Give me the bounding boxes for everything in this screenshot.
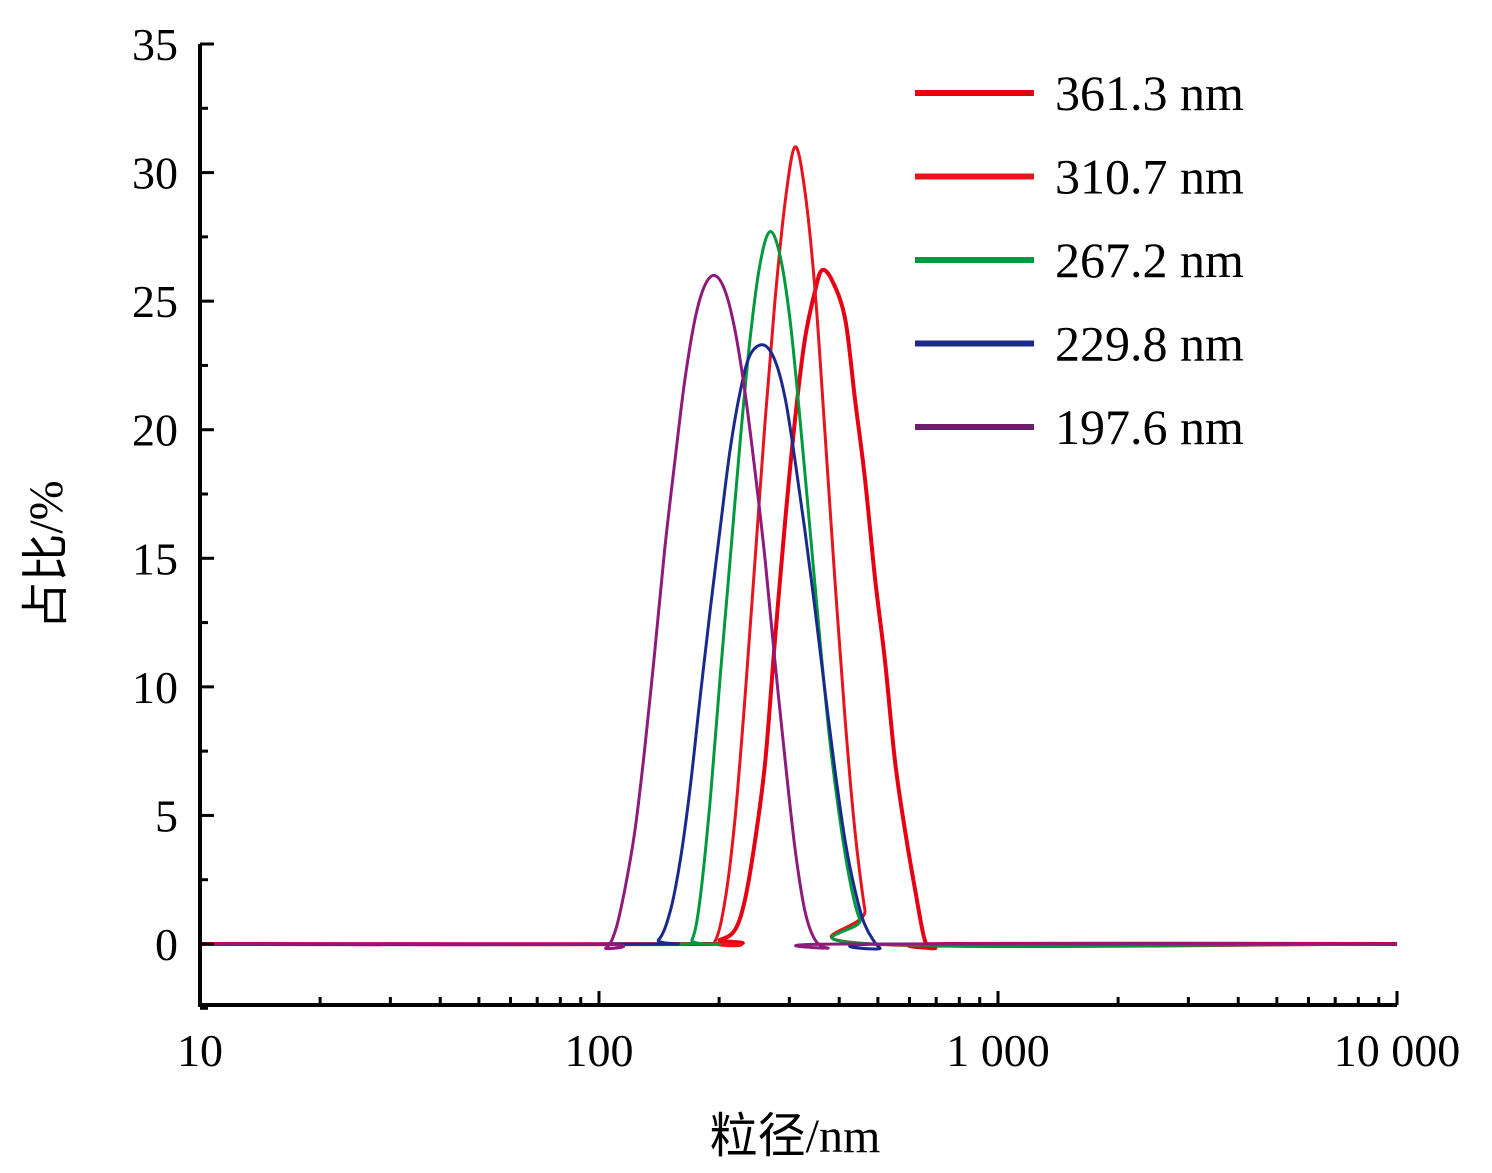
series-line-2 <box>199 230 1398 948</box>
legend: 361.3 nm 310.7 nm 267.2 nm 229.8 nm 197.6 nm <box>915 65 1244 455</box>
legend-label: 229.8 nm <box>1055 316 1244 372</box>
legend-label: 197.6 nm <box>1055 399 1244 455</box>
x-tick-label: 10 000 <box>1334 1025 1461 1076</box>
axes: 0 5 10 15 20 25 30 35 10 100 1 000 10 000 <box>132 19 1460 1076</box>
plot-curves <box>199 145 1398 951</box>
y-tick-label: 35 <box>132 19 178 70</box>
y-tick-label: 30 <box>132 148 178 199</box>
y-tick-label: 15 <box>132 533 178 584</box>
y-tick-label: 10 <box>132 662 178 713</box>
legend-label: 310.7 nm <box>1055 149 1244 205</box>
x-tick-label: 100 <box>565 1025 634 1076</box>
x-axis-title: 粒径/nm <box>710 1110 881 1163</box>
y-axis-title: 占比/% <box>20 480 73 629</box>
series-line-1 <box>199 145 1398 948</box>
y-tick-label: 0 <box>155 919 178 970</box>
series-line-4 <box>199 273 1398 951</box>
legend-label: 267.2 nm <box>1055 232 1244 288</box>
y-tick-label: 5 <box>155 790 178 841</box>
legend-label: 361.3 nm <box>1055 65 1244 121</box>
y-tick-label: 20 <box>132 405 178 456</box>
series-line-3 <box>199 343 1398 951</box>
y-tick-label: 25 <box>132 276 178 327</box>
x-tick-label: 10 <box>177 1025 223 1076</box>
series-line-0 <box>199 267 1398 951</box>
x-tick-label: 1 000 <box>946 1025 1050 1076</box>
